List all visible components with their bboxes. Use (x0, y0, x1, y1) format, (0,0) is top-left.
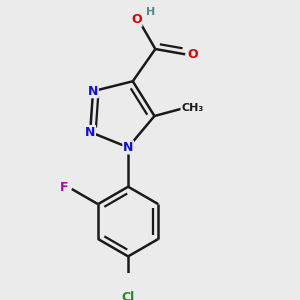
Text: N: N (123, 141, 133, 154)
Text: N: N (88, 85, 98, 98)
Text: H: H (146, 7, 155, 17)
Text: O: O (188, 48, 198, 61)
Text: O: O (131, 13, 142, 26)
Text: F: F (60, 181, 68, 194)
Text: CH₃: CH₃ (181, 103, 203, 113)
Text: Cl: Cl (122, 291, 135, 300)
Text: N: N (85, 125, 95, 139)
